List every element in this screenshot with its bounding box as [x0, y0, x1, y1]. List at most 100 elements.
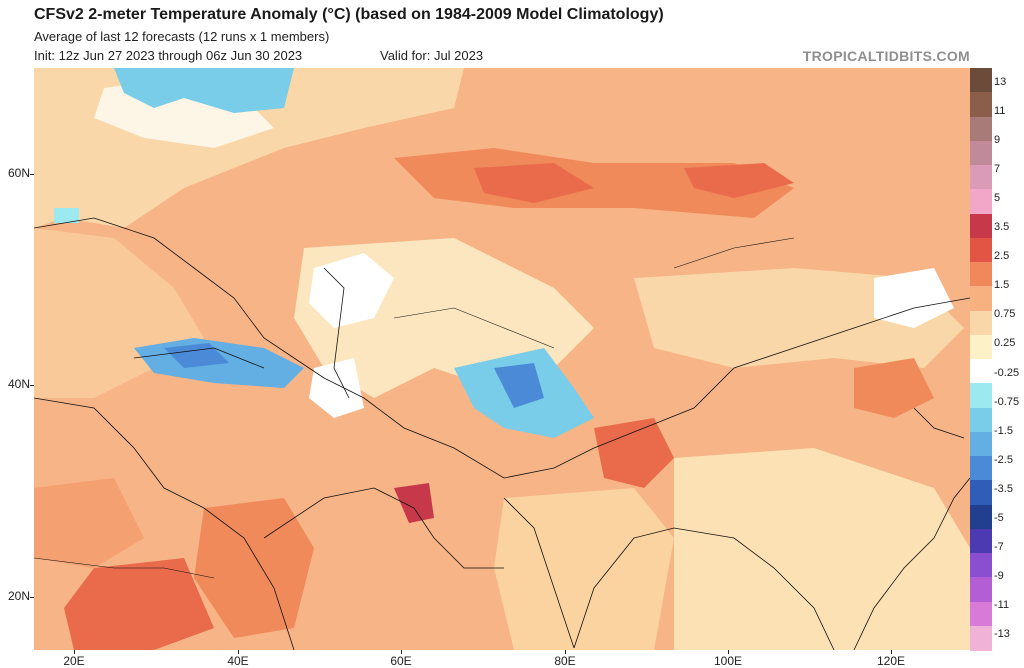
colorbar-label: -11 [994, 599, 1010, 612]
africa-warm-anomaly [64, 558, 214, 650]
china-north-warm-anomaly [854, 358, 934, 418]
anomaly-map-svg [34, 68, 970, 650]
colorbar-label: 11 [994, 104, 1006, 117]
colorbar-label: 5 [994, 191, 1001, 204]
colorbar-label: -1.5 [994, 424, 1013, 437]
colorbar [970, 68, 992, 651]
africa-borders [34, 557, 215, 579]
lon-label-100e: 100E [713, 654, 743, 668]
coastline-korea [913, 407, 965, 439]
colorbar-label: 0.25 [994, 337, 1016, 350]
lon-tick-60e [401, 650, 402, 654]
colorbar-swatch [970, 553, 992, 578]
colorbar-label: -3.5 [994, 482, 1013, 495]
lon-tick-80e [565, 650, 566, 654]
colorbar-swatch [970, 237, 992, 263]
colorbar-label: -0.25 [994, 366, 1020, 379]
map-title: CFSv2 2-meter Temperature Anomaly (°C) (… [34, 6, 664, 23]
russia-mongolia-border [673, 237, 795, 269]
colorbar-label: -5 [994, 512, 1004, 525]
colorbar-swatch [970, 577, 992, 602]
colorbar-swatch [970, 68, 992, 93]
colorbar-label: 13 [994, 75, 1007, 88]
siberia-east-warm-core [684, 163, 794, 198]
colorbar-swatch [970, 189, 992, 214]
colorbar-swatch [970, 165, 992, 190]
india-region [494, 488, 674, 650]
lon-label-80e: 80E [554, 654, 576, 668]
neutral-area-manchuria [874, 268, 954, 328]
colorbar-swatch [970, 262, 992, 287]
colorbar-label: 2.5 [994, 250, 1010, 263]
colorbar-swatch [970, 116, 992, 142]
coastline-china-south [853, 477, 970, 650]
valid-time: Valid for: Jul 2023 [380, 48, 484, 63]
neutral-area-caspian-north [309, 253, 394, 328]
colorbar-swatch [970, 407, 992, 433]
colorbar-swatch [970, 334, 992, 360]
colorbar-swatch [970, 601, 992, 627]
colorbar-label: -2.5 [994, 453, 1013, 466]
neutral-area-caspian-south [309, 358, 364, 418]
lon-label-20e: 20E [63, 654, 85, 668]
lon-tick-100e [728, 650, 729, 654]
lon-tick-40e [238, 650, 239, 654]
header: CFSv2 2-meter Temperature Anomaly (°C) (… [0, 0, 1024, 68]
tajikistan-cool-core [494, 363, 544, 408]
colorbar-label: -9 [994, 570, 1004, 583]
lat-label-40n: 40N [7, 377, 30, 391]
colorbar-label: -13 [994, 628, 1010, 641]
kazakhstan-border [393, 307, 555, 349]
lon-tick-20e [74, 650, 75, 654]
colorbar-swatch [970, 456, 992, 481]
coastline-levant-arabia [34, 397, 295, 650]
north-africa-warm-anomaly [34, 478, 144, 568]
coastline-bay-of-bengal [573, 527, 835, 650]
southeast-asia-light-region [674, 448, 970, 650]
colorbar-swatch [970, 528, 992, 554]
colorbar-label: 3.5 [994, 221, 1010, 234]
lon-tick-120e [891, 650, 892, 654]
lon-label-60e: 60E [390, 654, 412, 668]
colorbar-swatch [970, 431, 992, 457]
map-subtitle: Average of last 12 forecasts (12 runs x … [34, 29, 330, 44]
colorbar-label: 0.75 [994, 308, 1016, 321]
colorbar-swatch [970, 140, 992, 166]
colorbar-label: -0.75 [994, 395, 1020, 408]
anomaly-map [34, 68, 970, 650]
lon-label-120e: 120E [876, 654, 906, 668]
arabia-warm-anomaly [194, 498, 314, 638]
colorbar-swatch [970, 286, 992, 311]
lon-label-40e: 40E [227, 654, 249, 668]
colorbar-swatch [970, 480, 992, 505]
black-sea-cool-core [164, 343, 229, 368]
colorbar-swatch [970, 504, 992, 530]
colorbar-label: 9 [994, 133, 1001, 146]
pakistan-hot-spot [394, 483, 434, 523]
colorbar-swatch [970, 92, 992, 117]
colorbar-swatch [970, 625, 992, 651]
lat-tick-40n [30, 385, 34, 386]
baltic-cool-patch [54, 208, 79, 223]
colorbar-label: 7 [994, 162, 1001, 175]
tibet-warm-anomaly [594, 418, 674, 488]
init-time: Init: 12z Jun 27 2023 through 06z Jun 30… [34, 48, 303, 63]
colorbar-swatch [970, 383, 992, 408]
colorbar-label: -7 [994, 541, 1004, 554]
coastline-india-west [503, 497, 575, 649]
caspian-sea-outline [323, 267, 350, 399]
lat-label-60n: 60N [7, 166, 30, 180]
black-sea-outline [133, 347, 265, 369]
border-line [34, 217, 970, 479]
colorbar-swatch [970, 213, 992, 239]
lat-tick-60n [30, 174, 34, 175]
colorbar-label: 1.5 [994, 279, 1010, 292]
scandinavia-cool-anomaly [114, 68, 294, 113]
lat-label-20n: 20N [7, 589, 30, 603]
siberia-warm-anomaly [394, 148, 794, 218]
colorbar-swatch [970, 310, 992, 336]
colorbar-swatch [970, 359, 992, 384]
coastline-persian-gulf [263, 487, 504, 569]
siberia-warm-core [474, 163, 594, 203]
lat-tick-20n [30, 597, 34, 598]
